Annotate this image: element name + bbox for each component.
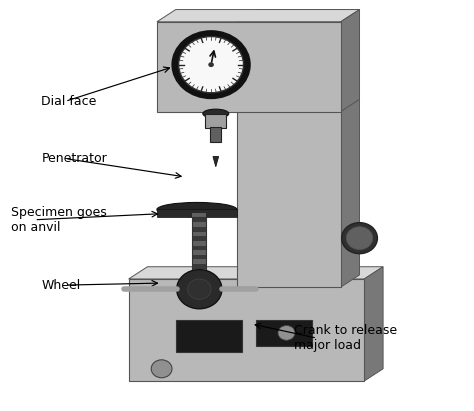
Bar <box>192 250 206 255</box>
Bar <box>237 22 341 287</box>
Circle shape <box>188 279 211 299</box>
Bar <box>192 254 206 259</box>
Bar <box>192 236 206 241</box>
Ellipse shape <box>157 203 237 217</box>
Bar <box>128 279 364 381</box>
Bar <box>192 268 206 273</box>
Bar <box>157 22 341 112</box>
Bar <box>192 222 206 227</box>
Bar <box>192 227 206 232</box>
Bar <box>192 264 206 269</box>
Circle shape <box>342 223 377 254</box>
Circle shape <box>179 37 244 93</box>
Polygon shape <box>364 267 383 381</box>
Bar <box>192 282 206 287</box>
Bar <box>176 320 242 353</box>
Circle shape <box>151 360 172 378</box>
Bar <box>192 217 206 222</box>
Polygon shape <box>157 9 359 22</box>
Circle shape <box>208 62 214 67</box>
Bar <box>192 213 206 218</box>
Text: Penetrator: Penetrator <box>41 152 107 165</box>
Circle shape <box>278 326 295 340</box>
Bar <box>205 114 226 128</box>
Bar <box>192 240 206 245</box>
Text: Wheel: Wheel <box>41 279 81 291</box>
Circle shape <box>173 31 250 98</box>
Bar <box>192 231 206 236</box>
Text: Dial face: Dial face <box>41 95 97 108</box>
Bar <box>192 245 206 250</box>
Polygon shape <box>237 9 359 22</box>
Polygon shape <box>341 9 359 287</box>
Bar <box>157 209 237 217</box>
Bar <box>192 259 206 264</box>
Polygon shape <box>128 267 383 279</box>
Ellipse shape <box>203 109 229 118</box>
Bar <box>210 127 221 142</box>
Bar <box>192 273 206 278</box>
Circle shape <box>177 270 222 309</box>
Circle shape <box>346 227 373 249</box>
Text: Specimen goes
on anvil: Specimen goes on anvil <box>11 206 107 234</box>
Polygon shape <box>341 9 359 112</box>
Bar <box>192 277 206 282</box>
Polygon shape <box>213 157 219 167</box>
Bar <box>256 320 312 346</box>
Text: Crank to release
major load: Crank to release major load <box>293 324 397 352</box>
Bar <box>192 217 206 287</box>
